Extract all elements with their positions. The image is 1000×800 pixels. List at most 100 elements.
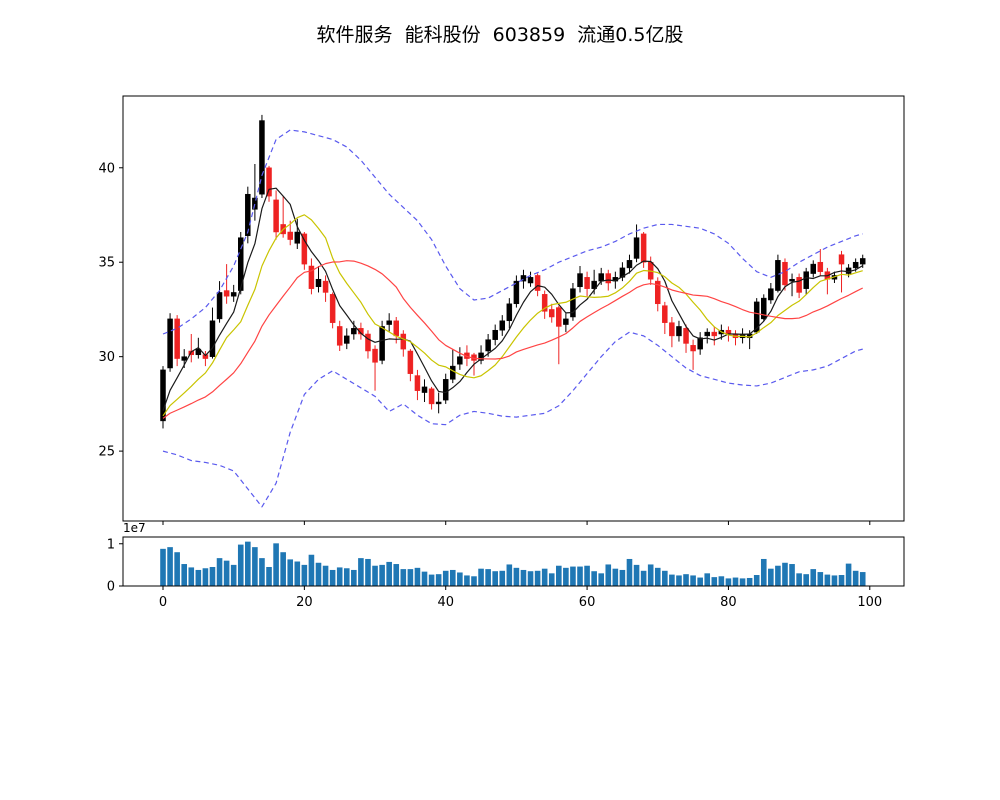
candle-body [414,375,421,391]
candle-body [598,273,604,282]
volume-bar [386,561,392,586]
volume-bar [626,558,633,586]
candle-body [485,339,491,352]
volume-bar [259,558,265,586]
volume-bar [718,576,725,586]
candle-body [266,167,272,197]
candle-body [365,333,371,352]
volume-bar [421,571,428,586]
candle-body [450,365,456,380]
band-upper-line [162,129,863,335]
y-tick-label: 40 [98,161,115,176]
volume-bar [195,569,202,586]
volume-bar [739,578,746,586]
candle-body [570,288,576,318]
candle-body [626,260,633,269]
candle-body [683,328,689,344]
volume-bar [676,575,682,586]
volume-bar [782,562,788,586]
volume-bar [704,573,711,586]
volume-bar [464,575,470,586]
volume-bar [308,554,315,586]
ma10-line [162,214,863,417]
volume-bar [365,558,371,586]
candle-body [259,120,265,195]
volume-bar [449,569,456,586]
volume-bar [400,569,407,586]
candle-body [584,277,590,289]
y-tick-label: 35 [98,256,115,271]
candle-body [294,231,301,244]
volume-bar [485,569,491,586]
volume-bar [541,568,548,586]
volume-bar [789,564,795,586]
volume-bar [845,563,852,586]
volume-x-tick-label: 40 [437,595,454,610]
band-lower-line [162,331,863,508]
candle-body [690,345,696,352]
candle-body [209,320,216,357]
volume-bar [287,559,294,586]
candle-body [775,260,781,291]
volume-bar [506,564,513,586]
candle-body [287,231,293,240]
candle-body [407,350,414,374]
page-title: 软件服务 能科股份 603859 流通0.5亿股 [316,24,684,46]
candle-body [238,237,244,291]
volume-bar [711,577,718,586]
volume-bar [760,558,767,586]
candle-body [457,356,463,365]
volume-bar [669,574,675,586]
candle-body [195,348,202,356]
volume-bar [442,570,449,586]
candle-body [386,320,392,325]
volume-bar [372,565,378,586]
volume-bar [520,569,527,586]
volume-y-tick-label: 1 [107,537,115,552]
candle-body [619,267,626,278]
volume-bar [280,552,286,586]
volume-bar [209,566,216,586]
volume-bar [527,571,534,586]
volume-bar [633,564,640,586]
volume-bar [746,577,753,586]
candle-body [245,193,251,237]
volume-bar [336,567,343,586]
volume-bar [315,562,322,586]
volume-bar [768,568,774,586]
candle-body [711,331,718,337]
candle-body [520,275,527,282]
volume-bar [230,564,237,586]
candle-body [499,320,506,331]
candle-body [506,303,513,322]
candle-body [789,278,795,282]
volume-bar [223,560,230,586]
candle-body [344,335,350,344]
candle-body [372,348,378,363]
volume-bar [817,572,824,586]
volume-bar [725,578,732,586]
candle-body [852,261,859,269]
candle-body [704,331,710,337]
volume-bar [548,573,555,586]
candle-body [160,369,166,422]
volume-bar [492,571,498,586]
candle-body [329,294,336,323]
volume-bar [697,577,703,586]
candle-body [174,318,180,359]
volume-x-tick-label: 20 [296,595,313,610]
volume-bar [584,565,590,586]
candle-body [633,237,640,259]
volume-bar [414,567,421,586]
volume-bar [859,572,866,586]
candle-body [379,326,385,361]
volume-bar [167,547,173,586]
volume-bar [810,569,817,586]
volume-bar [499,570,506,586]
candle-body [513,280,520,305]
volume-bar [457,572,463,586]
volume-x-tick-label: 100 [857,595,882,610]
volume-bar [322,565,329,586]
ma5-line [162,187,864,411]
